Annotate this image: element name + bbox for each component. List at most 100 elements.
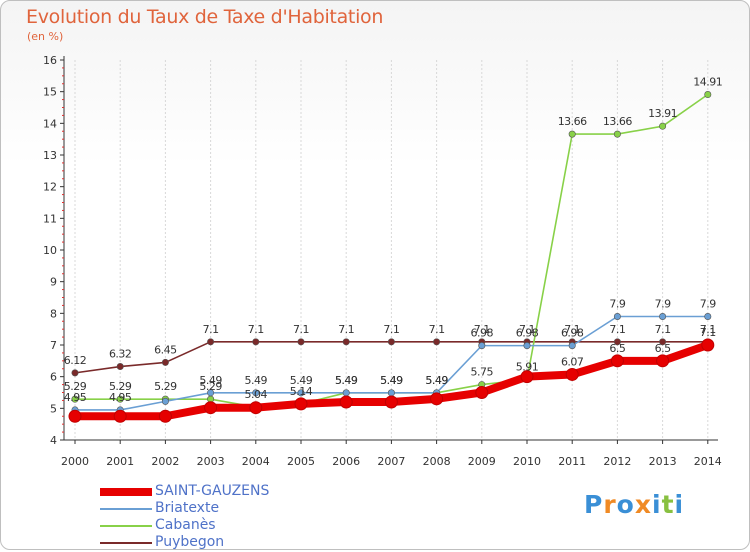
series-point-0-2002 — [158, 409, 172, 423]
series-point-2-2001 — [116, 395, 124, 403]
x-tick-label-2012: 2012 — [603, 455, 631, 468]
data-label-2-2011: 13.66 — [558, 115, 587, 128]
y-tick-label-11: 11 — [43, 212, 57, 225]
data-label-0-2013: 6.5 — [655, 342, 671, 355]
series-point-0-2010 — [520, 370, 534, 384]
series-point-3-2012 — [613, 338, 621, 346]
data-label-1-2003: 5.49 — [199, 374, 222, 387]
series-point-3-2000 — [71, 369, 79, 377]
series-point-2-2011 — [568, 130, 576, 138]
logo-letter: P — [584, 490, 604, 519]
legend-label-0: SAINT-GAUZENS — [155, 483, 270, 499]
y-tick-label-16: 16 — [43, 54, 57, 67]
series-point-1-2014 — [704, 312, 712, 320]
data-label-2-2012: 13.66 — [603, 115, 632, 128]
legend-swatch-3 — [100, 542, 152, 544]
series-point-0-2004 — [249, 401, 263, 415]
x-tick-label-2007: 2007 — [377, 455, 405, 468]
y-tick-label-12: 12 — [43, 181, 57, 194]
data-label-3-2013: 7.1 — [655, 323, 671, 336]
data-label-3-2002: 6.45 — [154, 343, 177, 356]
series-point-1-2009 — [478, 342, 486, 350]
series-point-0-2006 — [339, 395, 353, 409]
data-label-3-2007: 7.1 — [383, 323, 399, 336]
series-point-3-2001 — [116, 363, 124, 371]
proxiti-logo: Proxiti — [584, 490, 684, 519]
series-point-3-2008 — [433, 338, 441, 346]
series-point-2-2014 — [704, 91, 712, 99]
series-point-1-2007 — [387, 389, 395, 397]
legend-label-2: Cabanès — [155, 517, 216, 533]
data-label-3-2009: 7.1 — [474, 323, 490, 336]
series-point-3-2003 — [207, 338, 215, 346]
data-label-3-2011: 7.1 — [564, 323, 580, 336]
series-point-0-2011 — [565, 367, 579, 381]
data-label-1-2011: 6.98 — [561, 327, 584, 340]
series-point-0-2008 — [430, 392, 444, 406]
series-point-3-2007 — [387, 338, 395, 346]
legend-swatch-2 — [100, 525, 152, 527]
data-label-1-2013: 7.9 — [655, 298, 671, 311]
data-label-1-2001: 4.95 — [109, 391, 132, 404]
unit-label: (en %) — [27, 30, 64, 43]
legend-label-1: Briatexte — [155, 500, 220, 516]
y-tick-label-4: 4 — [50, 434, 57, 447]
data-label-2-2013: 13.91 — [648, 107, 677, 120]
data-label-2-2006: 5.49 — [335, 374, 358, 387]
logo-letter: x — [634, 490, 652, 519]
series-point-0-2005 — [294, 397, 308, 411]
y-tick-label-7: 7 — [50, 339, 57, 352]
y-tick-label-9: 9 — [50, 276, 57, 289]
data-label-0-2014: 7.1 — [700, 326, 716, 339]
data-label-3-2012: 7.1 — [609, 323, 625, 336]
legend-swatch-1 — [100, 508, 152, 510]
series-point-1-2003 — [207, 389, 215, 397]
series-point-0-2012 — [610, 354, 624, 368]
x-tick-label-2014: 2014 — [694, 455, 722, 468]
data-label-1-2008: 5.49 — [425, 374, 448, 387]
data-label-2-2009: 5.75 — [471, 366, 494, 379]
logo-letter: i — [652, 490, 662, 519]
x-tick-label-2001: 2001 — [106, 455, 134, 468]
series-point-1-2005 — [297, 389, 305, 397]
series-point-2-2013 — [659, 122, 667, 130]
data-label-3-2003: 7.1 — [203, 323, 219, 336]
logo-letter: r — [603, 490, 617, 519]
series-point-0-2007 — [384, 395, 398, 409]
data-label-1-2012: 7.9 — [609, 298, 625, 311]
y-tick-label-13: 13 — [43, 149, 57, 162]
legend-label-3: Puybegon — [155, 534, 225, 550]
logo-letter: t — [661, 490, 675, 519]
x-tick-label-2011: 2011 — [558, 455, 586, 468]
x-tick-label-2009: 2009 — [468, 455, 496, 468]
y-tick-label-10: 10 — [43, 244, 57, 257]
data-label-1-2007: 5.49 — [380, 374, 403, 387]
series-point-0-2000 — [68, 409, 82, 423]
series-point-1-2006 — [342, 389, 350, 397]
series-point-1-2011 — [568, 342, 576, 350]
series-point-3-2006 — [342, 338, 350, 346]
y-tick-label-15: 15 — [43, 86, 57, 99]
data-label-3-2001: 6.32 — [109, 348, 132, 361]
x-tick-label-2013: 2013 — [649, 455, 677, 468]
series-point-0-2009 — [475, 386, 489, 399]
y-tick-label-6: 6 — [50, 371, 57, 384]
data-label-3-2005: 7.1 — [293, 323, 309, 336]
y-tick-label-8: 8 — [50, 307, 57, 320]
x-tick-label-2003: 2003 — [197, 455, 225, 468]
data-label-1-2000: 4.95 — [64, 391, 87, 404]
x-tick-label-2005: 2005 — [287, 455, 315, 468]
x-tick-label-2004: 2004 — [242, 455, 270, 468]
data-label-2-2001: 5.29 — [109, 380, 132, 393]
logo-letter: o — [616, 490, 635, 519]
data-label-0-2012: 6.5 — [609, 342, 625, 355]
data-label-3-2014: 7.1 — [700, 323, 716, 336]
data-label-2-2000: 5.29 — [64, 380, 87, 393]
series-point-1-2002 — [161, 397, 169, 405]
data-label-1-2010: 6.98 — [516, 327, 539, 340]
logo-letter: i — [674, 490, 685, 519]
data-label-1-2006: 5.49 — [335, 374, 358, 387]
series-point-0-2001 — [113, 409, 127, 423]
data-label-2-2004: 5.04 — [245, 388, 268, 401]
